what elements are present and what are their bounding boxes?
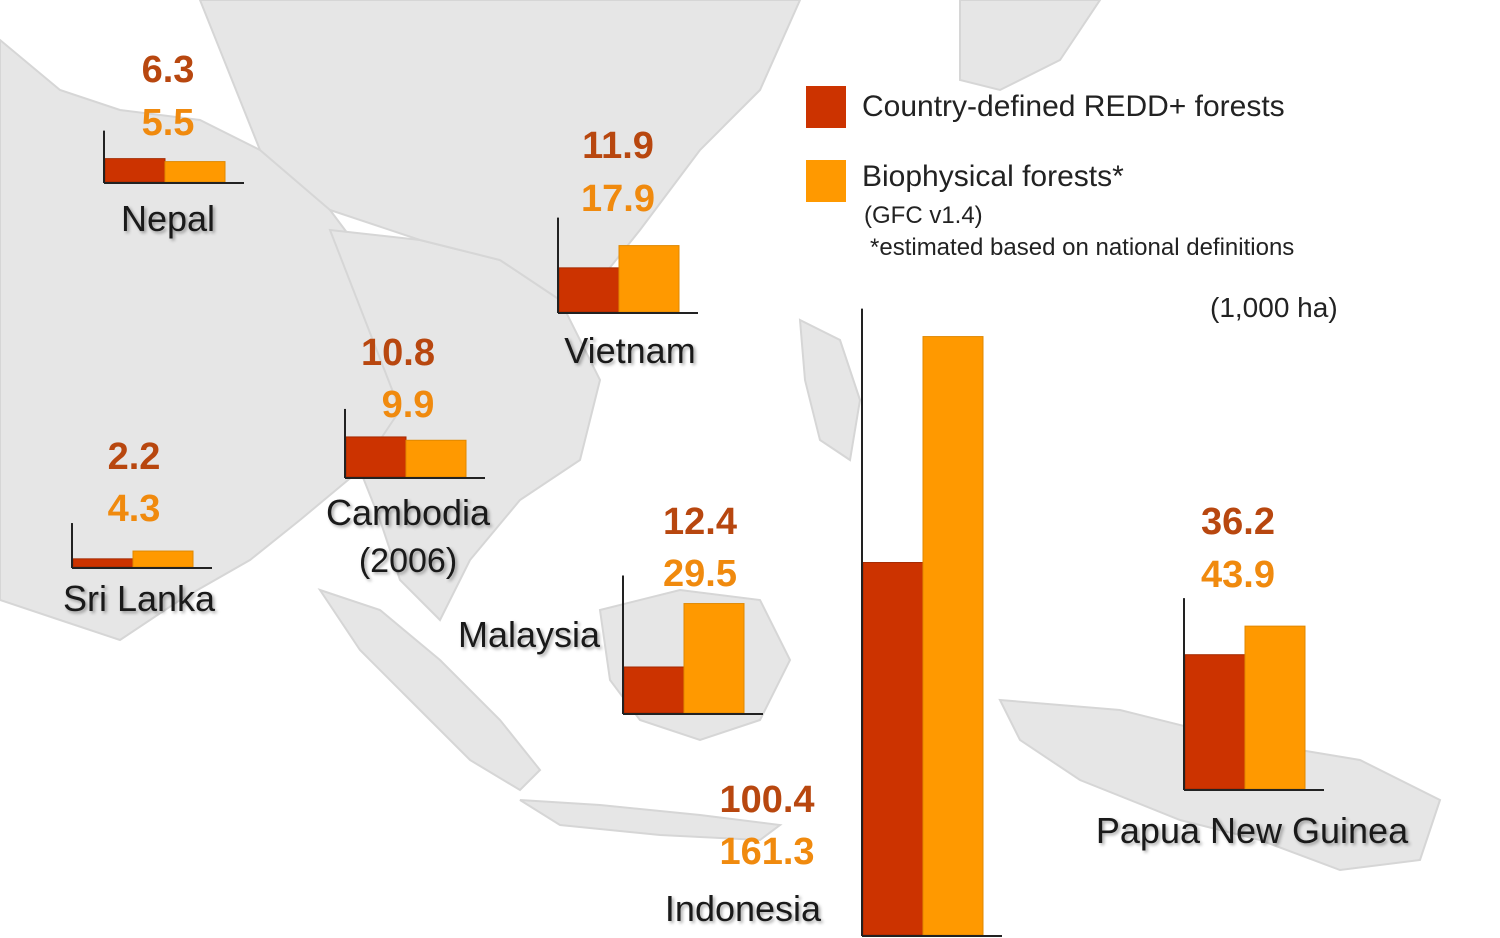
country-label-nepal: Nepal — [120, 198, 216, 239]
bar-redd-vietnam — [558, 267, 620, 313]
bar-redd-papua-new-guinea — [1184, 654, 1246, 790]
bar-redd-nepal — [104, 158, 166, 183]
bar-redd-sri-lanka — [72, 558, 134, 568]
country-label-cambodia: Cambodia — [325, 492, 491, 533]
map-landmass-philippines — [798, 318, 862, 462]
bar-biophysical-papua-new-guinea — [1244, 625, 1306, 790]
bar-biophysical-nepal — [164, 161, 226, 183]
value-label-biophysical-indonesia: 161.3 — [719, 831, 815, 873]
map-landmass-sumatra — [317, 588, 542, 792]
map-landmass-java — [519, 799, 783, 842]
bar-redd-malaysia — [623, 666, 685, 714]
country-label-indonesia: Indonesia — [664, 888, 822, 929]
bar-biophysical-sri-lanka — [132, 550, 194, 568]
country-label-vietnam: Vietnam — [564, 330, 696, 371]
legend-note-estimated: *estimated based on national definitions — [870, 234, 1295, 261]
value-label-biophysical-png: 43.9 — [1201, 554, 1275, 596]
value-label-redd-indonesia: 100.4 — [719, 779, 815, 821]
value-label-biophysical-malaysia: 29.5 — [663, 553, 737, 595]
legend-label-redd: Country-defined REDD+ forests — [862, 90, 1285, 123]
country-label-png: Papua New Guinea — [1095, 810, 1409, 851]
value-label-redd-sri-lanka: 2.2 — [107, 436, 161, 478]
country-label-sri-lanka: Sri Lanka — [62, 578, 216, 619]
bar-biophysical-malaysia — [683, 603, 745, 714]
legend-label-biophysical: Biophysical forests* — [862, 160, 1124, 193]
value-label-redd-vietnam: 11.9 — [582, 125, 654, 167]
bar-redd-indonesia — [862, 562, 924, 936]
legend-swatch-biophysical — [806, 160, 846, 202]
bar-biophysical-indonesia — [922, 336, 984, 936]
unit-label: (1,000 ha) — [1210, 292, 1338, 323]
country-sublabel-cambodia: (2006) — [358, 542, 458, 580]
value-label-redd-cambodia: 10.8 — [361, 332, 435, 374]
value-label-redd-nepal: 6.3 — [141, 49, 195, 91]
value-label-redd-png: 36.2 — [1201, 501, 1275, 543]
bar-biophysical-cambodia — [405, 439, 467, 478]
legend-note-gfc: (GFC v1.4) — [864, 202, 983, 229]
value-label-biophysical-cambodia: 9.9 — [381, 384, 435, 426]
bars-layer — [71, 130, 1324, 937]
bar-redd-cambodia — [345, 436, 407, 478]
map-landmass-japan — [959, 0, 1102, 92]
value-label-biophysical-nepal: 5.5 — [141, 102, 195, 144]
country-label-malaysia: Malaysia — [457, 614, 601, 655]
legend-swatch-redd — [806, 86, 846, 128]
bar-biophysical-vietnam — [618, 245, 680, 313]
value-label-biophysical-vietnam: 17.9 — [581, 178, 655, 220]
value-label-redd-malaysia: 12.4 — [663, 501, 737, 543]
value-label-biophysical-sri-lanka: 4.3 — [107, 488, 161, 530]
